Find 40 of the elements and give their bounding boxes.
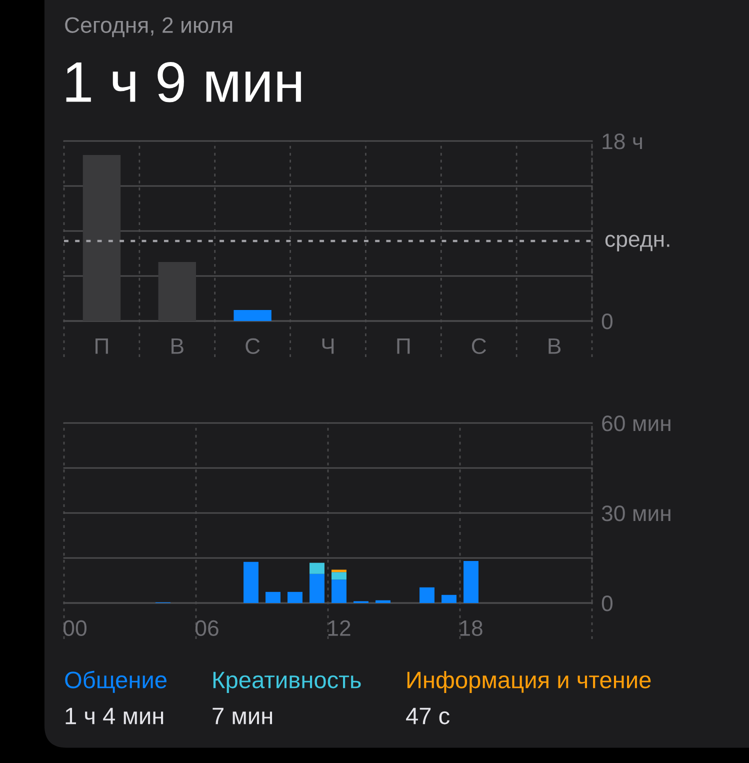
bar — [266, 592, 280, 603]
bar — [310, 574, 324, 603]
bar — [332, 570, 346, 572]
bar — [234, 310, 272, 321]
x-tick-label: Ч — [322, 338, 334, 354]
text: 7 мин — [212, 708, 272, 724]
bar — [310, 562, 324, 574]
x-tick-label: С — [246, 338, 260, 354]
bar — [332, 572, 346, 580]
x-tick-label: 12 — [328, 620, 350, 636]
chart-title: Сегодня, 2 июля — [65, 17, 232, 38]
text: Информация и чтение — [407, 670, 651, 694]
y-tick-label: 30 мин — [602, 506, 670, 522]
bar — [288, 592, 302, 603]
bar — [244, 562, 258, 603]
bar — [158, 262, 196, 321]
text: 47 с — [406, 708, 450, 724]
x-tick-label: В — [172, 338, 184, 354]
x-tick-label: 06 — [196, 620, 218, 636]
y-tick-label: 60 мин — [602, 416, 670, 432]
x-tick-label: В — [548, 338, 561, 354]
text: Общение — [65, 670, 166, 693]
bar — [420, 587, 434, 603]
x-tick-label: П — [96, 338, 108, 354]
text: Креативность — [213, 672, 361, 694]
text: 1 ч 4 мин — [66, 708, 164, 724]
x-tick-label: 00 — [64, 620, 86, 636]
y-tick-label: 18 ч — [602, 134, 642, 150]
bar — [332, 580, 346, 603]
bar — [82, 155, 121, 321]
bar — [464, 561, 478, 603]
x-tick-label: П — [397, 338, 410, 354]
chart-subtitle: 1 ч 9 мин — [66, 62, 301, 102]
x-tick-label: С — [472, 338, 486, 354]
ref-line-label: средн. — [605, 234, 670, 252]
y-tick-label: 0 — [602, 596, 613, 612]
y-tick-label: 0 — [602, 314, 613, 330]
x-tick-label: 18 — [460, 620, 482, 636]
bar — [442, 594, 456, 603]
bar — [376, 600, 390, 603]
